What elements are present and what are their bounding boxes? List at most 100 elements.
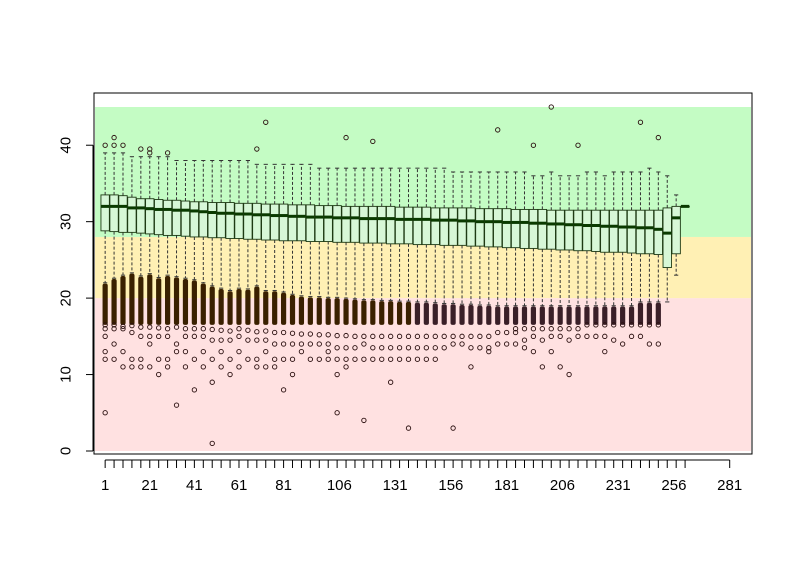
outlier-point	[379, 345, 385, 351]
outlier-cluster	[637, 302, 644, 325]
box-group	[136, 146, 146, 370]
outlier-point	[628, 333, 635, 339]
box-group	[341, 134, 351, 370]
box-group	[448, 171, 458, 431]
outlier-point	[236, 326, 242, 332]
outlier-point	[209, 356, 215, 362]
outlier-cluster	[173, 277, 180, 325]
box-group	[528, 142, 539, 355]
outlier-cluster	[530, 306, 537, 325]
outlier-point	[423, 333, 429, 339]
box-iqr	[564, 209, 574, 251]
outlier-point	[521, 337, 528, 343]
outlier-cluster	[298, 296, 305, 325]
outlier-point	[557, 333, 563, 339]
outlier-point	[432, 333, 438, 339]
outlier-point	[138, 146, 144, 152]
outlier-point	[414, 356, 421, 362]
outlier-point	[120, 326, 126, 332]
box-iqr	[198, 201, 208, 238]
outlier-point	[370, 333, 376, 339]
box-group	[600, 175, 610, 355]
outlier-point	[646, 322, 653, 328]
outlier-point	[628, 322, 635, 328]
outlier-point	[280, 387, 287, 393]
outlier-point	[245, 356, 251, 362]
outlier-point	[450, 341, 456, 347]
plot-frame	[93, 92, 753, 455]
box-iqr	[207, 202, 217, 239]
outlier-cluster	[280, 292, 287, 325]
box-iqr	[278, 203, 289, 242]
outlier-cluster	[521, 306, 528, 325]
box-group	[332, 167, 342, 416]
outlier-point	[298, 348, 305, 355]
box-iqr	[591, 209, 601, 252]
box-iqr	[617, 209, 628, 253]
outlier-cluster	[289, 295, 296, 325]
box-iqr	[154, 199, 164, 236]
outlier-point	[182, 364, 189, 370]
outlier-point	[414, 333, 421, 339]
box-iqr	[171, 199, 182, 236]
outlier-point	[289, 371, 296, 378]
box-group	[635, 119, 646, 339]
outlier-point	[272, 356, 278, 362]
outlier-point	[530, 348, 537, 355]
outlier-cluster	[414, 302, 421, 325]
box-iqr	[189, 201, 200, 238]
outlier-point	[147, 333, 153, 339]
box-group	[680, 204, 690, 208]
outlier-cluster	[236, 288, 242, 325]
outlier-point	[414, 345, 421, 351]
outlier-point	[548, 348, 554, 355]
outlier-cluster	[138, 276, 144, 325]
outlier-cluster	[459, 304, 465, 325]
outlier-point	[361, 356, 367, 362]
box-group	[653, 134, 663, 347]
outlier-point	[619, 341, 626, 347]
outlier-cluster	[191, 280, 197, 325]
outlier-point	[236, 333, 242, 339]
box-group	[412, 167, 423, 362]
outlier-point	[450, 333, 456, 339]
box-group	[617, 171, 628, 347]
x-tick-label: 81	[275, 477, 292, 494]
outlier-point	[477, 345, 483, 351]
outlier-point	[298, 341, 305, 347]
outlier-point	[129, 356, 135, 362]
outlier-point	[325, 356, 331, 362]
outlier-point	[566, 337, 572, 343]
outlier-point	[521, 326, 528, 332]
outlier-point	[102, 348, 108, 355]
box-group	[582, 171, 592, 339]
box-iqr	[501, 208, 512, 249]
outlier-point	[156, 333, 162, 339]
box-iqr	[234, 202, 244, 239]
box-group	[501, 171, 512, 347]
outlier-point	[646, 341, 653, 347]
box-iqr	[653, 209, 663, 255]
outlier-point	[129, 322, 135, 329]
outlier-point	[316, 332, 322, 338]
outlier-point	[450, 425, 456, 431]
outlier-point	[272, 329, 278, 336]
box-iqr	[635, 209, 646, 255]
box-iqr	[412, 206, 423, 246]
box-group	[100, 142, 110, 416]
box-group	[305, 163, 316, 362]
outlier-point	[405, 425, 412, 431]
outlier-point	[548, 333, 554, 339]
outlier-cluster	[129, 273, 135, 325]
box-group	[484, 171, 494, 355]
box-group	[430, 167, 440, 362]
outlier-cluster	[263, 291, 269, 325]
box-group	[359, 167, 369, 424]
box-group	[591, 171, 601, 339]
outlier-point	[334, 356, 340, 362]
outlier-point	[209, 440, 215, 447]
outlier-point	[307, 356, 314, 362]
outlier-cluster	[548, 306, 554, 325]
outlier-point	[156, 356, 162, 362]
box-iqr	[243, 202, 253, 240]
